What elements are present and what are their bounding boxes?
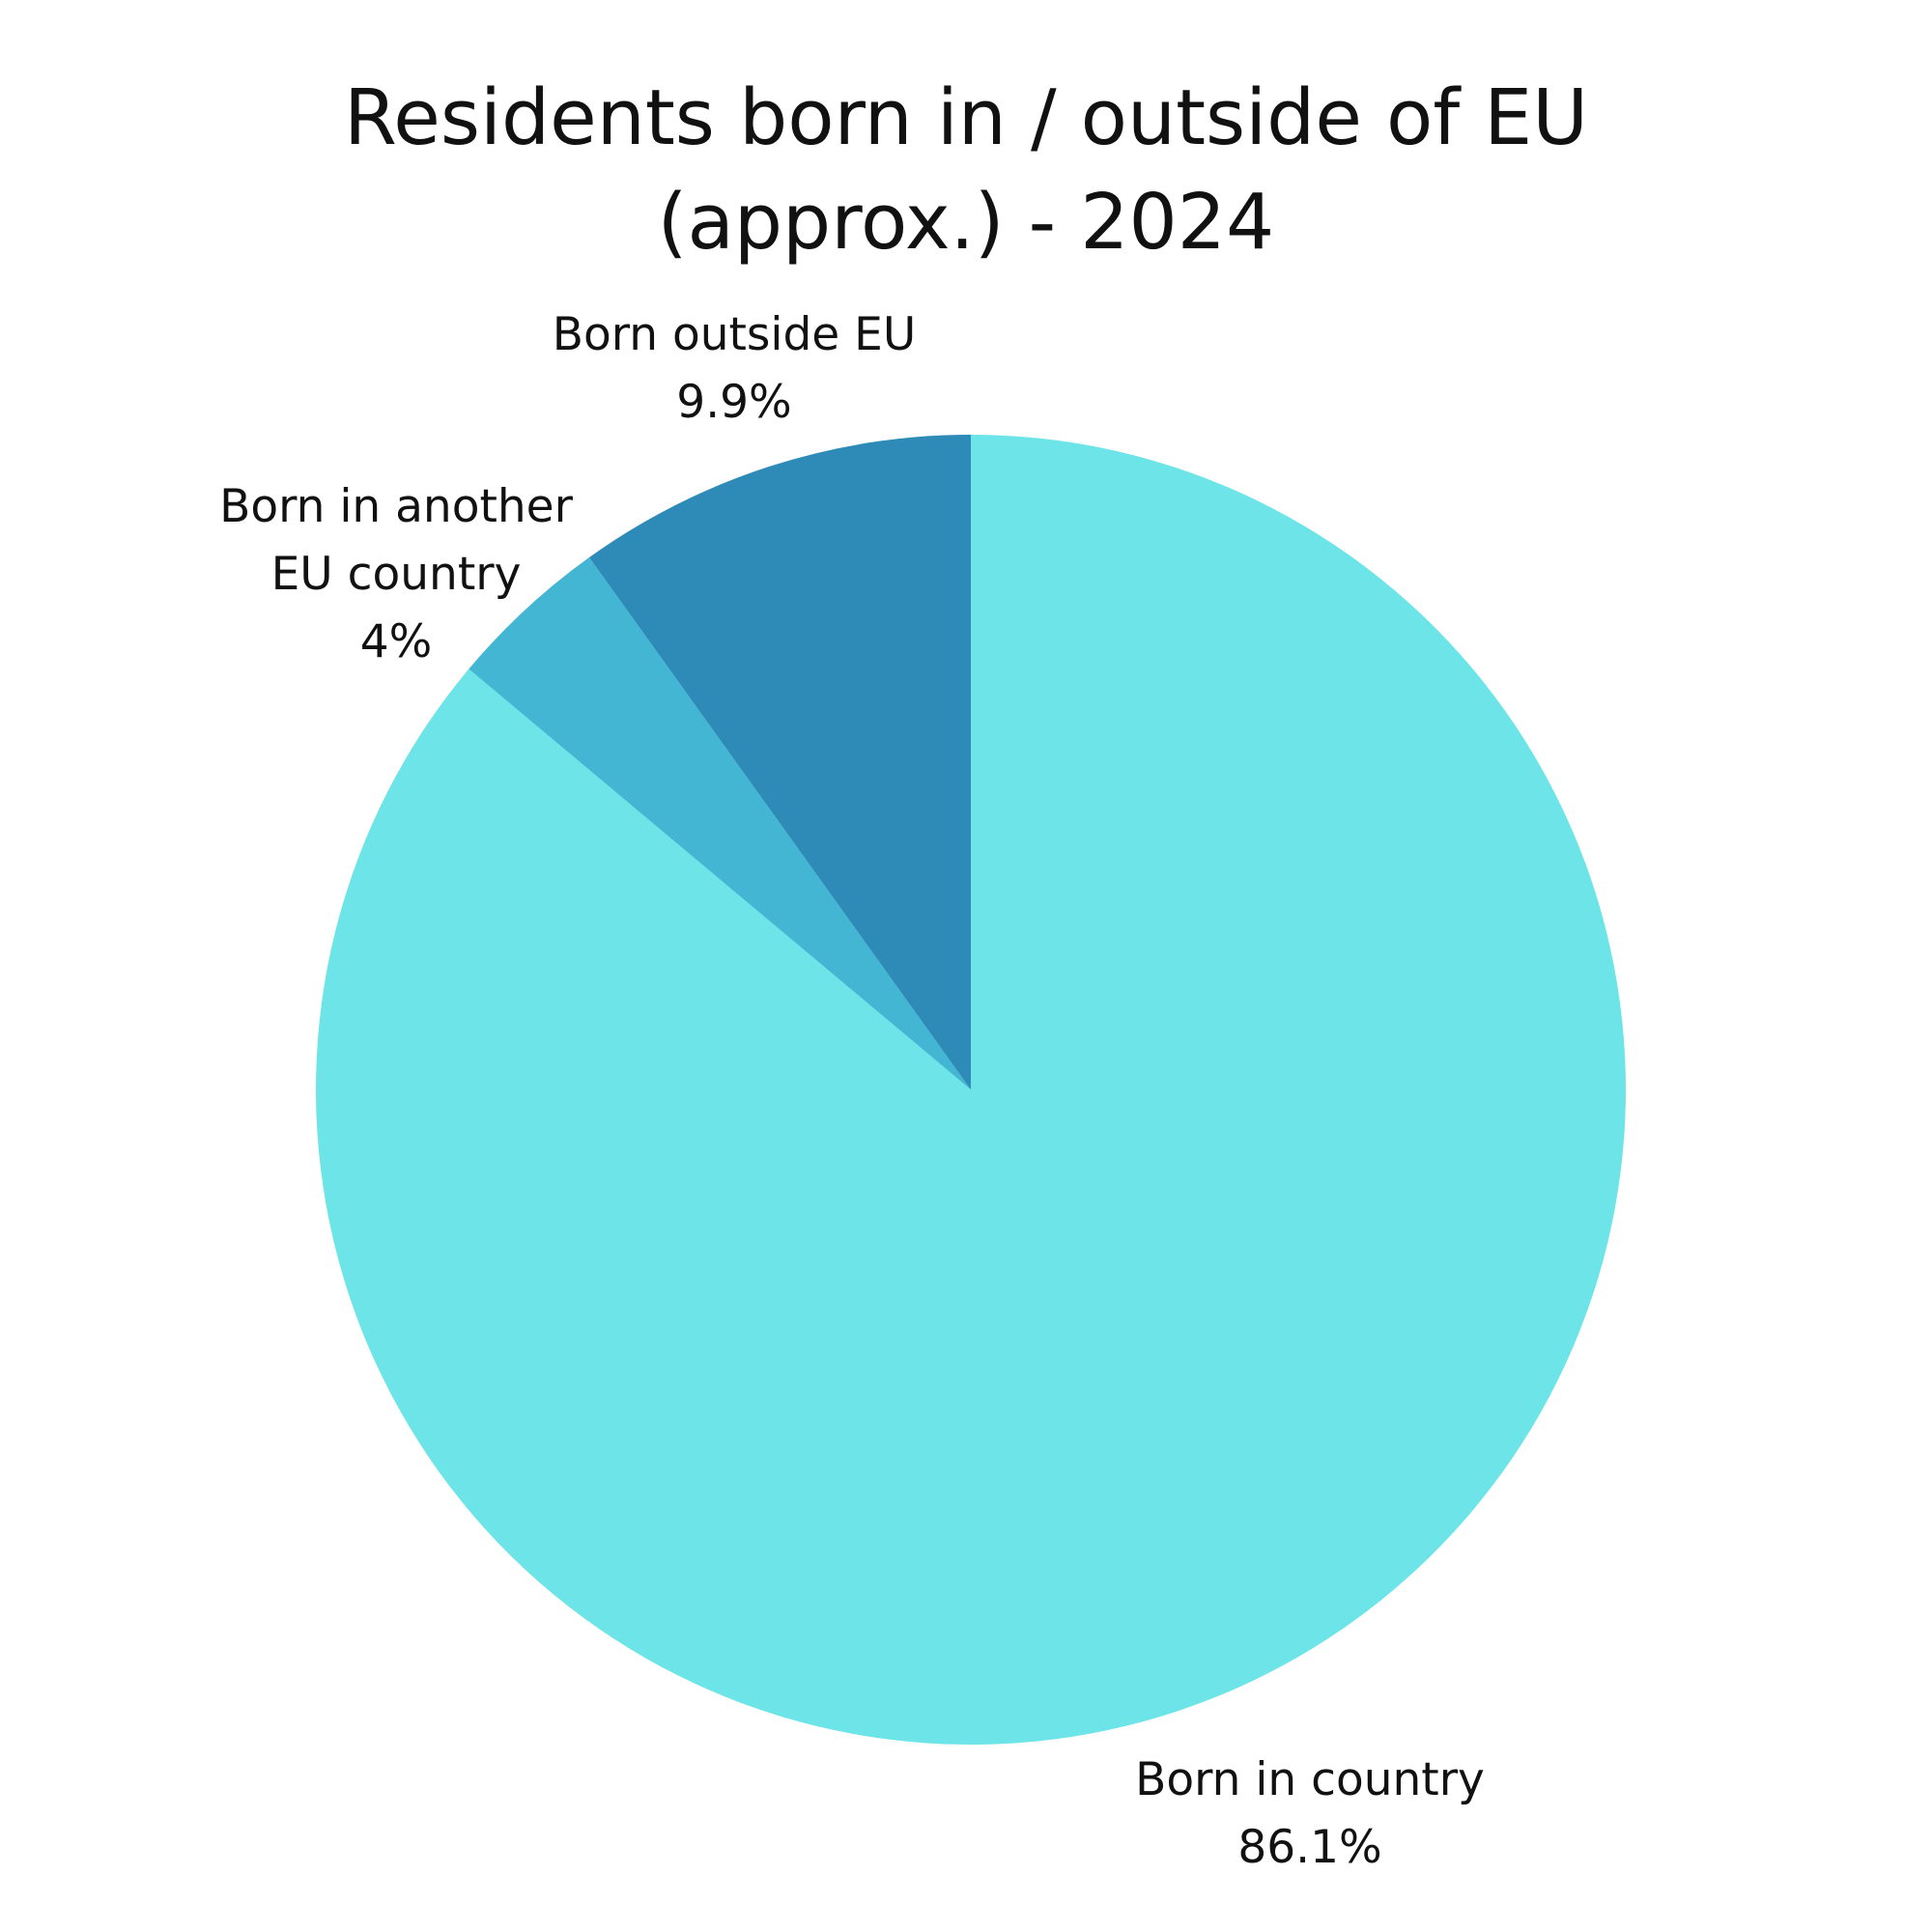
slice-label-born-outside-eu-name: Born outside EU xyxy=(552,308,917,361)
slice-label-born-outside-eu-value: 9.9% xyxy=(676,376,792,429)
slice-label-another-eu-value: 4% xyxy=(359,615,433,668)
slice-label-born-in-country-value: 86.1% xyxy=(1237,1821,1382,1874)
pie-slice-born-in-country xyxy=(315,435,1626,1746)
slice-label-born-in-country-name: Born in country xyxy=(1135,1753,1485,1806)
pie-slice-born-in-another-eu-country xyxy=(469,556,971,1090)
chart-title-line-1: Residents born in / outside of EU xyxy=(343,73,1589,162)
slice-label-born-in-country: Born in country 86.1% xyxy=(1117,1747,1503,1882)
chart-title-line-2: (approx.) - 2024 xyxy=(657,178,1275,267)
chart-title: Residents born in / outside of EU (appro… xyxy=(0,66,1932,274)
pie-slice-born-outside-eu xyxy=(588,435,971,1090)
slice-label-another-eu-line-1: Born in another xyxy=(219,480,573,533)
slice-label-another-eu-line-2: EU country xyxy=(270,548,522,601)
slice-label-born-outside-eu: Born outside EU 9.9% xyxy=(531,301,937,437)
slice-label-born-in-another-eu-country: Born in another EU country 4% xyxy=(193,473,599,676)
